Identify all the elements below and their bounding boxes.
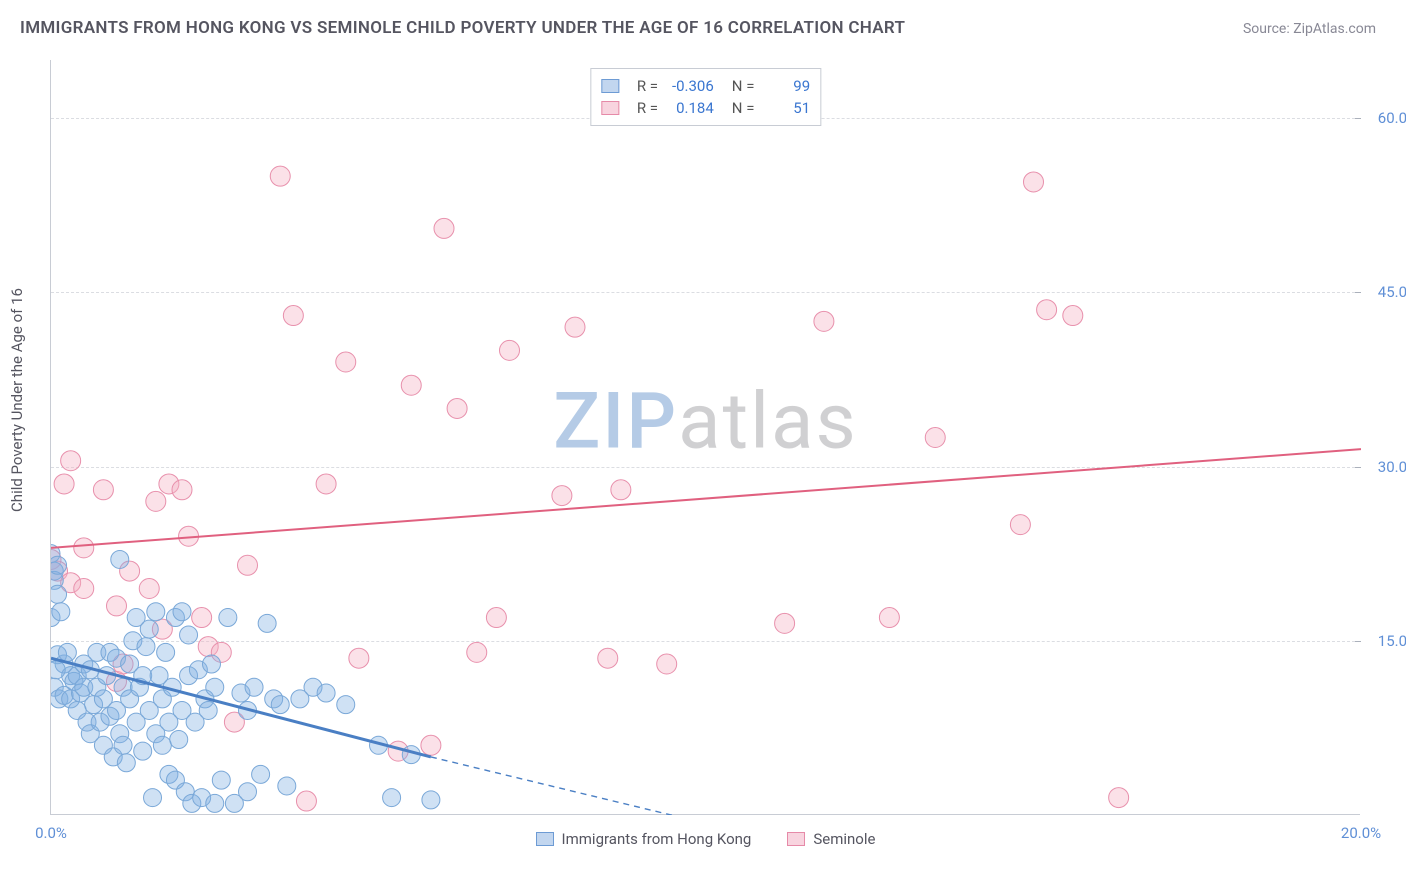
legend-label-blue: Immigrants from Hong Kong xyxy=(562,830,752,848)
legend-swatch-pink xyxy=(601,101,619,115)
y-tick-label: 60.0% xyxy=(1366,109,1406,127)
legend-label-pink: Seminole xyxy=(813,830,875,848)
r-label: R = xyxy=(637,77,658,95)
y-tick-label: 45.0% xyxy=(1366,283,1406,301)
x-tick-label: 0.0% xyxy=(35,824,67,842)
source-label: Source: ZipAtlas.com xyxy=(1243,21,1376,37)
n-value-blue: 99 xyxy=(758,75,810,97)
n-label: N = xyxy=(732,77,755,95)
scatter-chart: ZIPatlas R = -0.306 N = 99 R = 0.184 N =… xyxy=(50,60,1360,815)
n-label: N = xyxy=(732,99,755,117)
legend-swatch-pink xyxy=(787,832,805,846)
chart-title: IMMIGRANTS FROM HONG KONG VS SEMINOLE CH… xyxy=(20,18,905,38)
plot-svg xyxy=(51,60,1361,815)
legend-swatch-blue xyxy=(601,79,619,93)
legend-series: Immigrants from Hong Kong Seminole xyxy=(51,830,1360,848)
legend-swatch-blue xyxy=(536,832,554,846)
legend-stats-row-pink: R = 0.184 N = 51 xyxy=(601,97,810,119)
r-value-blue: -0.306 xyxy=(662,75,714,97)
r-label: R = xyxy=(637,99,658,117)
y-tick-label: 30.0% xyxy=(1366,458,1406,476)
legend-stats-row-blue: R = -0.306 N = 99 xyxy=(601,75,810,97)
y-tick-label: 15.0% xyxy=(1366,632,1406,650)
legend-stats: R = -0.306 N = 99 R = 0.184 N = 51 xyxy=(590,68,821,126)
legend-item-pink: Seminole xyxy=(787,830,875,848)
legend-item-blue: Immigrants from Hong Kong xyxy=(536,830,752,848)
r-value-pink: 0.184 xyxy=(662,97,714,119)
n-value-pink: 51 xyxy=(758,97,810,119)
y-axis-label: Child Poverty Under the Age of 16 xyxy=(8,288,26,512)
x-tick-label: 20.0% xyxy=(1341,824,1381,842)
